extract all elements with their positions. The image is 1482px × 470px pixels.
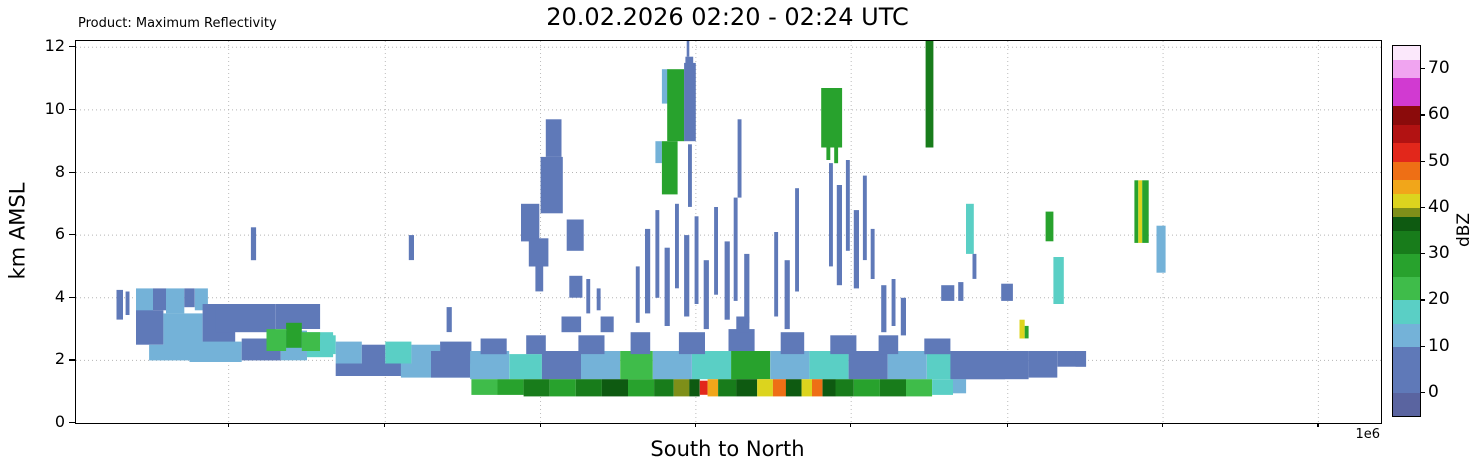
product-label: Product: Maximum Reflectivity bbox=[78, 16, 277, 31]
colorbar-segment bbox=[1393, 346, 1420, 393]
colorbar-segment bbox=[1393, 106, 1420, 125]
colorbar bbox=[1392, 45, 1421, 417]
x-tick-mark bbox=[694, 423, 697, 427]
colorbar-segment bbox=[1393, 46, 1420, 60]
colorbar-segment bbox=[1393, 300, 1420, 324]
x-tick-mark bbox=[227, 423, 229, 427]
x-tick-mark bbox=[850, 423, 852, 427]
x-tick-mark bbox=[1162, 423, 1164, 427]
colorbar-segment bbox=[1393, 231, 1420, 255]
colorbar-tick-mark bbox=[1420, 299, 1425, 301]
x-tick-mark bbox=[1006, 423, 1008, 427]
colorbar-tick-mark bbox=[1420, 68, 1425, 70]
colorbar-segment bbox=[1393, 392, 1420, 416]
y-tick-label: 4 bbox=[54, 286, 65, 306]
colorbar-tick-mark bbox=[1420, 114, 1425, 116]
colorbar-tick-label: 60 bbox=[1428, 104, 1450, 125]
colorbar-tick-mark bbox=[1420, 206, 1425, 209]
y-axis-label: km AMSL bbox=[5, 182, 29, 280]
y-tick-mark bbox=[69, 296, 75, 298]
y-tick-mark bbox=[69, 359, 75, 361]
colorbar-tick-label: 30 bbox=[1428, 243, 1450, 264]
colorbar-segment bbox=[1393, 323, 1420, 347]
colorbar-segment bbox=[1393, 207, 1420, 218]
colorbar-tick-mark bbox=[1420, 345, 1425, 347]
colorbar-tick-label: 0 bbox=[1428, 381, 1439, 402]
y-tick-label: 8 bbox=[54, 161, 65, 181]
y-tick-mark bbox=[69, 108, 75, 111]
colorbar-segment bbox=[1393, 59, 1420, 79]
colorbar-segment bbox=[1393, 124, 1420, 144]
colorbar-label: dBZ bbox=[1454, 212, 1475, 248]
y-tick-label: 12 bbox=[44, 36, 65, 56]
colorbar-segment bbox=[1393, 254, 1420, 278]
y-tick-mark bbox=[69, 234, 75, 236]
plot-area bbox=[75, 40, 1382, 424]
x-axis-offset-label: 1e6 bbox=[1355, 427, 1380, 442]
y-tick-mark bbox=[69, 171, 75, 173]
y-tick-label: 0 bbox=[54, 412, 65, 431]
colorbar-tick-mark bbox=[1420, 391, 1425, 394]
y-tick-mark bbox=[69, 46, 75, 48]
colorbar-tick-label: 10 bbox=[1428, 335, 1450, 356]
colorbar-segment bbox=[1393, 161, 1420, 181]
y-tick-label: 6 bbox=[54, 224, 65, 244]
colorbar-segment bbox=[1393, 217, 1420, 231]
colorbar-tick-mark bbox=[1420, 160, 1425, 162]
x-tick-mark bbox=[539, 423, 541, 427]
colorbar-segment bbox=[1393, 78, 1420, 107]
colorbar-tick-label: 40 bbox=[1428, 196, 1450, 217]
y-axis-label-wrap: km AMSL bbox=[2, 40, 32, 422]
colorbar-segment bbox=[1393, 194, 1420, 208]
colorbar-tick-label: 70 bbox=[1428, 58, 1450, 79]
colorbar-segment bbox=[1393, 180, 1420, 194]
colorbar-segment bbox=[1393, 143, 1420, 162]
y-tick-label: 2 bbox=[54, 349, 65, 369]
colorbar-tick-mark bbox=[1420, 253, 1425, 255]
colorbar-tick-label: 50 bbox=[1428, 150, 1450, 171]
reflectivity-plot bbox=[76, 41, 1381, 423]
x-tick-mark bbox=[1317, 423, 1319, 427]
chart-title: 20.02.2026 02:20 - 02:24 UTC bbox=[546, 3, 909, 31]
colorbar-label-wrap: dBZ bbox=[1452, 45, 1476, 415]
colorbar-tick-label: 20 bbox=[1428, 289, 1450, 310]
y-tick-label: 10 bbox=[44, 98, 65, 118]
y-tick-mark bbox=[69, 422, 75, 424]
x-axis-label: South to North bbox=[650, 437, 805, 461]
x-tick-mark bbox=[384, 423, 386, 427]
colorbar-segment bbox=[1393, 277, 1420, 301]
